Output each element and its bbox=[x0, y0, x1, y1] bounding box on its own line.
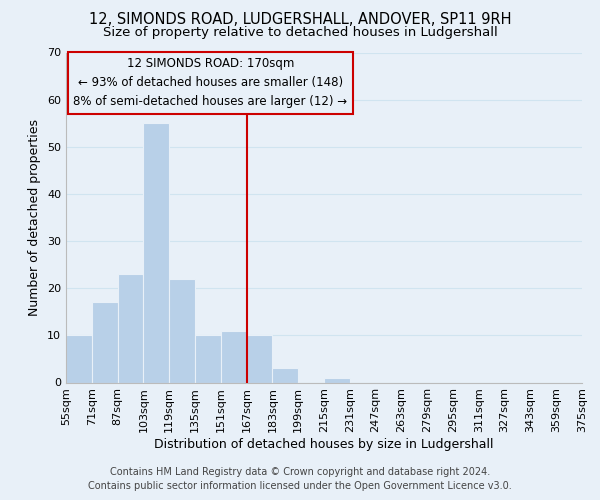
Bar bbox=[66, 336, 92, 382]
X-axis label: Distribution of detached houses by size in Ludgershall: Distribution of detached houses by size … bbox=[154, 438, 494, 451]
Bar bbox=[324, 378, 350, 382]
Bar bbox=[169, 279, 195, 382]
Bar bbox=[221, 330, 247, 382]
Bar bbox=[143, 123, 169, 382]
Bar bbox=[118, 274, 143, 382]
Bar bbox=[247, 336, 272, 382]
Bar bbox=[195, 336, 221, 382]
Text: 12 SIMONDS ROAD: 170sqm
← 93% of detached houses are smaller (148)
8% of semi-de: 12 SIMONDS ROAD: 170sqm ← 93% of detache… bbox=[73, 58, 347, 108]
Text: Size of property relative to detached houses in Ludgershall: Size of property relative to detached ho… bbox=[103, 26, 497, 39]
Bar bbox=[92, 302, 118, 382]
Text: 12, SIMONDS ROAD, LUDGERSHALL, ANDOVER, SP11 9RH: 12, SIMONDS ROAD, LUDGERSHALL, ANDOVER, … bbox=[89, 12, 511, 28]
Y-axis label: Number of detached properties: Number of detached properties bbox=[28, 119, 41, 316]
Bar bbox=[272, 368, 298, 382]
Text: Contains HM Land Registry data © Crown copyright and database right 2024.
Contai: Contains HM Land Registry data © Crown c… bbox=[88, 467, 512, 491]
